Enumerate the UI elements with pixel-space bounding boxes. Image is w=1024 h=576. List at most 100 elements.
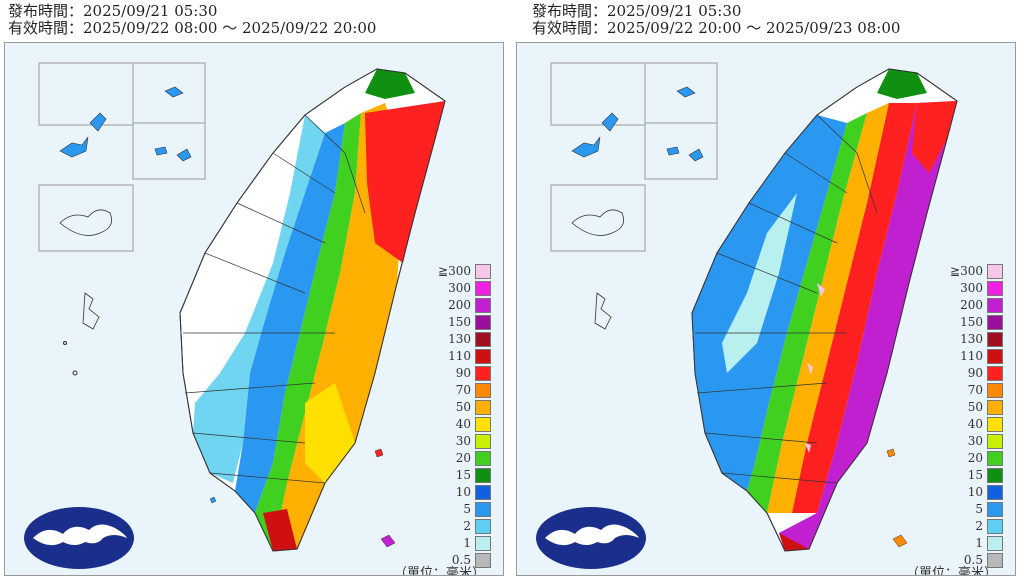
legend-level-label: ≧300: [438, 264, 471, 278]
rainfall-map-panel-left: ≧300 300 200 150 130 110 90 70 50 40 30 20 15 10 5 2 1 0.…: [4, 42, 504, 576]
legend-row: 10: [949, 484, 1007, 501]
legend-color-swatch: [987, 451, 1003, 466]
rain-band-orange: [767, 103, 889, 513]
legend-color-swatch: [987, 468, 1003, 483]
legend-color-swatch: [475, 502, 491, 517]
legend-level-label: 50: [455, 400, 471, 414]
legend-level-label: 70: [455, 383, 471, 397]
island-shape: [676, 86, 696, 98]
legend-color-swatch: [987, 519, 1003, 534]
island-shape: [59, 209, 113, 236]
island-orchid: [380, 534, 396, 548]
island-shape: [59, 136, 89, 158]
legend-row: 1: [437, 535, 495, 552]
legend-level-label: 130: [960, 332, 983, 346]
rain-band-cyan: [722, 193, 797, 373]
legend-level-label: 110: [448, 349, 471, 363]
legend-level-label: 30: [967, 434, 983, 448]
legend-color-swatch: [987, 349, 1003, 364]
legend-row: 15: [437, 467, 495, 484]
island-green: [374, 448, 384, 458]
legend-row: 300: [949, 280, 1007, 297]
island-shape: [601, 112, 619, 132]
legend-row: 150: [949, 314, 1007, 331]
legend-row: 300: [437, 280, 495, 297]
legend-color-swatch: [475, 400, 491, 415]
logo-cloud: [545, 524, 639, 546]
legend-level-label: 90: [967, 366, 983, 380]
legend-color-swatch: [475, 332, 491, 347]
legend-color-swatch: [987, 281, 1003, 296]
island-liuqiu: [209, 496, 217, 504]
legend-color-swatch: [475, 264, 491, 279]
legend-row: ≧300: [949, 263, 1007, 280]
rain-band-north: [365, 69, 415, 99]
legend-level-label: 10: [967, 485, 983, 499]
island-shape: [63, 341, 67, 345]
legend-level-label: 300: [960, 281, 983, 295]
island-shape: [89, 112, 107, 132]
legend-level-label: 15: [455, 468, 471, 482]
rain-band-light: [193, 115, 325, 483]
legend-level-label: 15: [967, 468, 983, 482]
legend-level-label: 0.5: [451, 553, 471, 567]
logo-cloud: [33, 524, 127, 546]
header-left: 發布時間：2025/09/21 05:30 有效時間：2025/09/22 08…: [8, 3, 508, 37]
legend-level-label: 5: [975, 502, 983, 516]
legend-row: 50: [437, 399, 495, 416]
legend-color-swatch: [475, 434, 491, 449]
legend-row: 200: [949, 297, 1007, 314]
legend-level-label: 10: [455, 485, 471, 499]
legend-color-swatch: [987, 383, 1003, 398]
legend-row: 90: [437, 365, 495, 382]
legend-row: 30: [437, 433, 495, 450]
legend-row: 5: [949, 501, 1007, 518]
legend-color-swatch: [475, 298, 491, 313]
island-shape: [594, 292, 612, 330]
inset-penghu-north: [550, 62, 646, 126]
rainfall-map-panel-right: ≧300 300 200 150 130 110 90 70 50 40 30 20 15 10 5 2 1 0.…: [516, 42, 1016, 576]
legend-color-swatch: [987, 366, 1003, 381]
rain-band-north: [877, 69, 927, 99]
legend-row: 1: [949, 535, 1007, 552]
legend-level-label: 300: [448, 281, 471, 295]
legend-row: 200: [437, 297, 495, 314]
legend-color-swatch: [475, 281, 491, 296]
legend-row: 70: [437, 382, 495, 399]
legend-color-swatch: [987, 417, 1003, 432]
legend-color-swatch: [475, 536, 491, 551]
legend-level-label: 90: [455, 366, 471, 380]
island-shape: [688, 148, 704, 162]
issue-time-label: 發布時間：2025/09/21 05:30: [532, 2, 742, 20]
inset-matsu-south: [644, 122, 718, 180]
rainfall-legend-left: ≧300 300 200 150 130 110 90 70 50 40 30 20 15 10 5 2 1 0.…: [437, 263, 495, 569]
legend-level-label: ≧300: [950, 264, 983, 278]
legend-level-label: 5: [463, 502, 471, 516]
legend-level-label: 20: [455, 451, 471, 465]
cwa-logo: [535, 506, 647, 570]
legend-level-label: 130: [448, 332, 471, 346]
inset-penghu-north: [38, 62, 134, 126]
legend-row: 110: [949, 348, 1007, 365]
rain-peak-spots: [805, 283, 825, 453]
legend-color-swatch: [475, 349, 491, 364]
legend-color-swatch: [475, 468, 491, 483]
legend-color-swatch: [475, 519, 491, 534]
legend-row: 20: [949, 450, 1007, 467]
legend-level-label: 30: [455, 434, 471, 448]
legend-color-swatch: [987, 264, 1003, 279]
rainfall-map-right: [550, 62, 958, 552]
legend-row: 70: [949, 382, 1007, 399]
island-orchid: [892, 534, 908, 548]
legend-row: 30: [949, 433, 1007, 450]
legend-level-label: 20: [967, 451, 983, 465]
legend-row: 2: [437, 518, 495, 535]
legend-row: 40: [949, 416, 1007, 433]
legend-row: 150: [437, 314, 495, 331]
legend-row: 0.5: [949, 552, 1007, 569]
county-boundaries: [183, 114, 366, 484]
legend-row: 40: [437, 416, 495, 433]
legend-row: 10: [437, 484, 495, 501]
unit-label: （單位：毫米）: [393, 566, 485, 576]
valid-time-label: 有效時間：2025/09/22 08:00 ～ 2025/09/22 20:00: [8, 19, 377, 37]
